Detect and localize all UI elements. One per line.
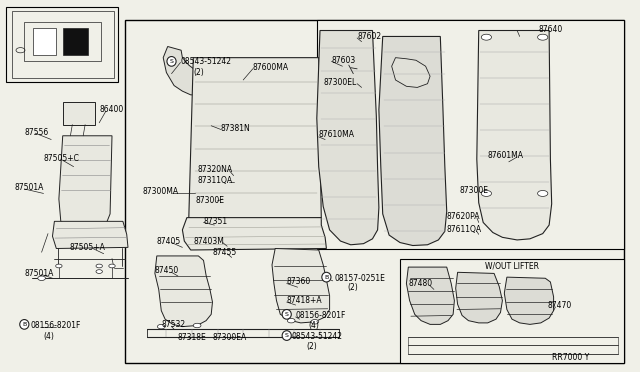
Text: 08543-51242: 08543-51242 [180, 57, 232, 66]
Text: 87611QA: 87611QA [447, 225, 482, 234]
Circle shape [311, 320, 319, 324]
Circle shape [56, 264, 62, 268]
Polygon shape [392, 58, 430, 87]
Text: 08156-8201F: 08156-8201F [296, 311, 346, 320]
Bar [317, 20, 624, 249]
Text: 87300MA: 87300MA [142, 187, 178, 196]
Text: 87300E: 87300E [195, 196, 224, 205]
Polygon shape [477, 31, 552, 240]
Text: 87610MA: 87610MA [319, 130, 355, 139]
Text: 87501A: 87501A [14, 183, 44, 192]
Text: S: S [285, 312, 289, 317]
Circle shape [157, 324, 165, 329]
Polygon shape [189, 58, 321, 222]
Circle shape [96, 270, 102, 273]
Text: W/OUT LIFTER: W/OUT LIFTER [485, 262, 539, 270]
Text: 86400: 86400 [99, 105, 124, 114]
Text: 87532: 87532 [161, 320, 186, 329]
Polygon shape [163, 46, 208, 95]
Circle shape [109, 264, 115, 268]
Polygon shape [63, 102, 95, 125]
Polygon shape [406, 267, 454, 324]
Polygon shape [456, 272, 502, 323]
Circle shape [538, 190, 548, 196]
Text: 87455: 87455 [212, 248, 237, 257]
Circle shape [38, 276, 45, 280]
Ellipse shape [167, 57, 176, 66]
Bar [400, 259, 624, 363]
Text: 87381N: 87381N [221, 124, 250, 133]
Text: (2): (2) [306, 342, 317, 351]
Text: 87311QA: 87311QA [197, 176, 232, 185]
Text: 87300E: 87300E [460, 186, 488, 195]
Text: 87418+A: 87418+A [287, 296, 323, 305]
Text: 87620PA: 87620PA [447, 212, 480, 221]
Bar [6, 7, 118, 82]
Polygon shape [33, 28, 56, 55]
Text: 08543-51242: 08543-51242 [291, 332, 342, 341]
Polygon shape [504, 277, 554, 324]
Text: (2): (2) [193, 68, 204, 77]
Text: 87351: 87351 [204, 217, 228, 226]
Polygon shape [379, 36, 447, 246]
Polygon shape [317, 31, 379, 245]
Polygon shape [59, 136, 112, 229]
Polygon shape [272, 248, 330, 323]
Ellipse shape [282, 310, 291, 319]
Bar [125, 20, 624, 363]
Polygon shape [155, 256, 212, 327]
Ellipse shape [20, 320, 29, 329]
Circle shape [481, 190, 492, 196]
Text: 87470: 87470 [547, 301, 572, 310]
Circle shape [287, 318, 295, 323]
Text: 87640: 87640 [539, 25, 563, 33]
Text: 87505+C: 87505+C [44, 154, 79, 163]
Text: 87600MA: 87600MA [253, 63, 289, 72]
Text: 87505+A: 87505+A [69, 243, 105, 252]
Text: 87480: 87480 [408, 279, 433, 288]
Text: B: B [22, 322, 26, 327]
Text: S: S [285, 333, 289, 338]
Text: 87405: 87405 [157, 237, 181, 246]
Text: (4): (4) [308, 321, 319, 330]
Text: 87318E: 87318E [178, 333, 207, 342]
Text: 87320NA: 87320NA [197, 165, 232, 174]
Polygon shape [63, 28, 88, 55]
Circle shape [96, 264, 102, 268]
Text: 87602: 87602 [357, 32, 381, 41]
Text: 87556: 87556 [24, 128, 49, 137]
Text: 08157-0251E: 08157-0251E [334, 274, 385, 283]
Text: 87300EA: 87300EA [212, 333, 247, 342]
Text: 87360: 87360 [287, 278, 311, 286]
Ellipse shape [322, 272, 331, 282]
Text: 87603: 87603 [332, 56, 356, 65]
Circle shape [538, 34, 548, 40]
Text: (2): (2) [347, 283, 358, 292]
Text: 08156-8201F: 08156-8201F [31, 321, 81, 330]
Text: 87403M: 87403M [193, 237, 224, 246]
Circle shape [193, 323, 201, 328]
Ellipse shape [282, 331, 291, 340]
Text: 87300EL: 87300EL [323, 78, 356, 87]
Text: B: B [324, 275, 328, 280]
Text: 87601MA: 87601MA [488, 151, 524, 160]
Text: 87450: 87450 [155, 266, 179, 275]
Polygon shape [52, 221, 128, 248]
Circle shape [481, 34, 492, 40]
Text: (4): (4) [44, 332, 54, 341]
Text: 87501A: 87501A [24, 269, 54, 278]
Polygon shape [182, 218, 326, 250]
Text: RR7000 Y: RR7000 Y [552, 353, 589, 362]
Text: S: S [170, 59, 173, 64]
